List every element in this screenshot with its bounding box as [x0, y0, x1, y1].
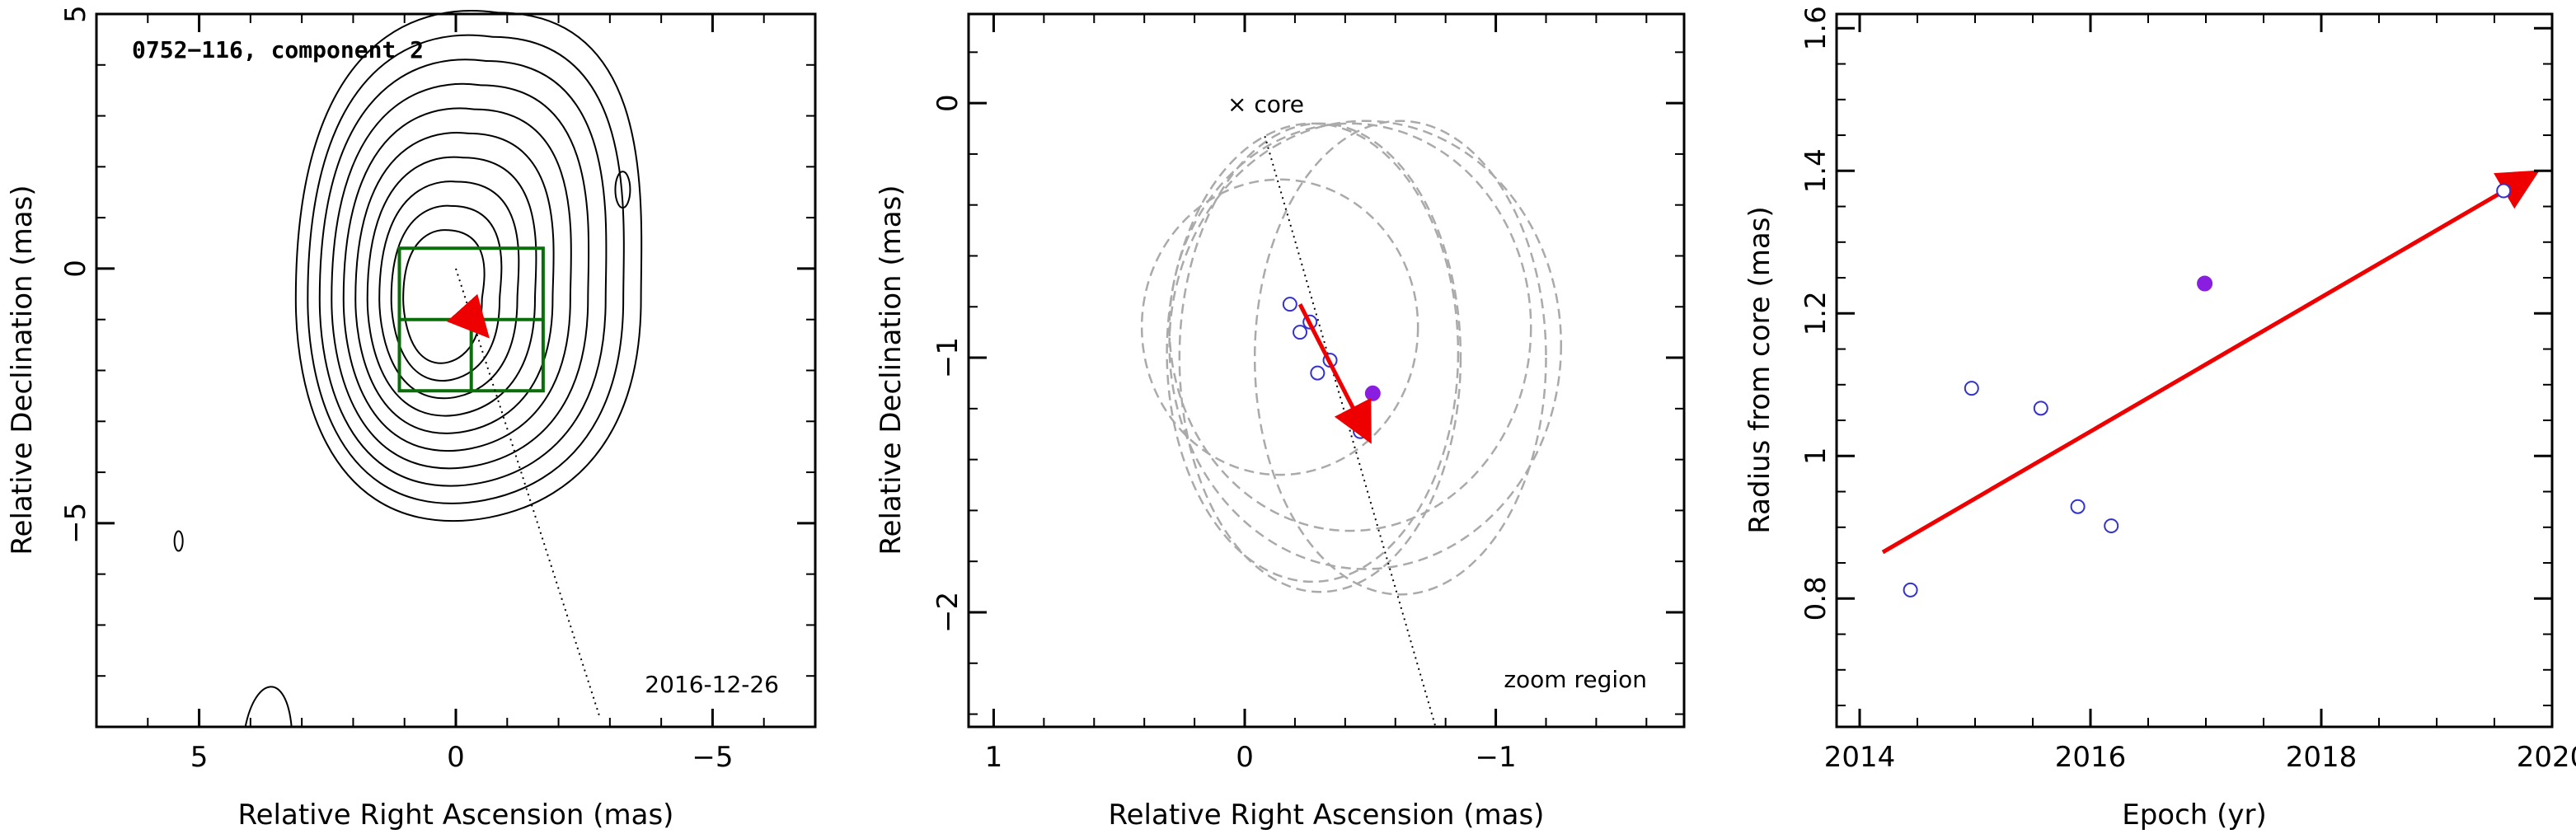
x-tick-label: −5 — [692, 741, 733, 774]
panel-3-y-axis-title: Radius from core (mas) — [1743, 206, 1776, 533]
epoch-point-open — [2104, 518, 2119, 534]
epoch-point-open — [1282, 297, 1297, 312]
x-tick-label: 0 — [447, 741, 465, 774]
ridge-line — [455, 268, 601, 717]
beam-ellipse — [1140, 178, 1419, 476]
zoom-region-label: zoom region — [1504, 666, 1647, 693]
y-tick-label: −1 — [931, 337, 964, 378]
contour-level — [354, 131, 555, 434]
beam-ellipse — [1166, 122, 1460, 583]
epoch-point-open — [2496, 183, 2512, 199]
x-tick-label: 5 — [190, 741, 209, 774]
panel-1-title: 0752−116, component 2 — [132, 36, 424, 63]
beam-ellipses — [1140, 119, 1563, 596]
panel-2-x-axis-title: Relative Right Ascension (mas) — [1109, 799, 1545, 832]
ridge-line — [1264, 136, 1437, 728]
contour-level — [294, 9, 643, 522]
y-tick-label: 1.4 — [1799, 148, 1832, 193]
y-tick-label: 0 — [59, 260, 92, 278]
panel-1-date-label: 2016-12-26 — [645, 671, 779, 698]
contour-lines — [173, 9, 643, 728]
epoch-point-open — [2033, 401, 2048, 416]
contour-level — [342, 107, 572, 452]
contour-level — [331, 82, 590, 470]
contour-level — [244, 686, 293, 728]
x-tick-label: −1 — [1476, 741, 1517, 774]
panel-3-overlay — [1881, 170, 2540, 597]
epoch-point-open — [1293, 325, 1308, 340]
panel-2-zoom-scatter: 1 0 −1 0 −1 −2 × core zoom region Relative Ri… — [875, 12, 1686, 832]
y-tick-label: 1.6 — [1799, 6, 1832, 50]
beam-ellipse — [1168, 122, 1532, 532]
panel-1-frame — [95, 12, 817, 729]
contour-level — [614, 171, 631, 209]
y-tick-label: 0 — [931, 94, 964, 112]
core-label: × core — [1227, 91, 1304, 118]
epoch-point-filled — [2197, 275, 2213, 292]
y-tick-label: −2 — [931, 592, 964, 633]
contour-level — [390, 204, 503, 382]
x-tick-label: 2014 — [1824, 741, 1896, 774]
x-tick-label: 2018 — [2286, 741, 2358, 774]
x-tick-label: 1 — [985, 741, 1003, 774]
epoch-point-open — [1964, 381, 1979, 396]
panel-2-ticks: 1 0 −1 0 −1 −2 — [931, 14, 1684, 774]
epoch-point-open — [1903, 582, 1918, 597]
panel-1-x-axis-title: Relative Right Ascension (mas) — [238, 799, 674, 832]
x-tick-label: 0 — [1236, 741, 1254, 774]
contour-level — [307, 34, 625, 504]
panel-1-contour-map: 5 0 −5 5 0 −5 0752−116, component 2 2016-12-2… — [6, 5, 817, 832]
motion-arrow — [1297, 303, 1372, 444]
epoch-point-open — [2070, 499, 2086, 514]
fit-arrow — [1881, 170, 2540, 555]
motion-arrow — [446, 293, 490, 339]
panel-1-ticks: 5 0 −5 5 0 −5 — [59, 5, 816, 774]
panel-2-frame — [967, 12, 1686, 729]
panel-2-y-axis-title: Relative Declination (mas) — [875, 185, 908, 555]
contour-level — [173, 530, 184, 552]
panel-3-x-axis-title: Epoch (yr) — [2122, 799, 2267, 832]
panel-1-y-axis-title: Relative Declination (mas) — [6, 185, 39, 555]
panel-2-overlay — [1264, 136, 1437, 728]
y-tick-label: −5 — [59, 503, 92, 544]
x-tick-label: 2016 — [2055, 741, 2127, 774]
y-tick-label: 0.8 — [1799, 576, 1832, 621]
epoch-point-filled — [1364, 385, 1381, 401]
y-tick-label: 5 — [59, 5, 92, 23]
panel-1-overlay — [397, 246, 601, 717]
contour-level — [318, 59, 608, 487]
contour-level — [366, 156, 537, 417]
y-tick-label: 1 — [1799, 447, 1832, 465]
epoch-point-open — [1310, 365, 1326, 381]
panel-3-frame — [1835, 12, 2554, 729]
contour-level — [378, 180, 520, 400]
y-tick-label: 1.2 — [1799, 291, 1832, 335]
beam-ellipse — [1253, 119, 1547, 596]
